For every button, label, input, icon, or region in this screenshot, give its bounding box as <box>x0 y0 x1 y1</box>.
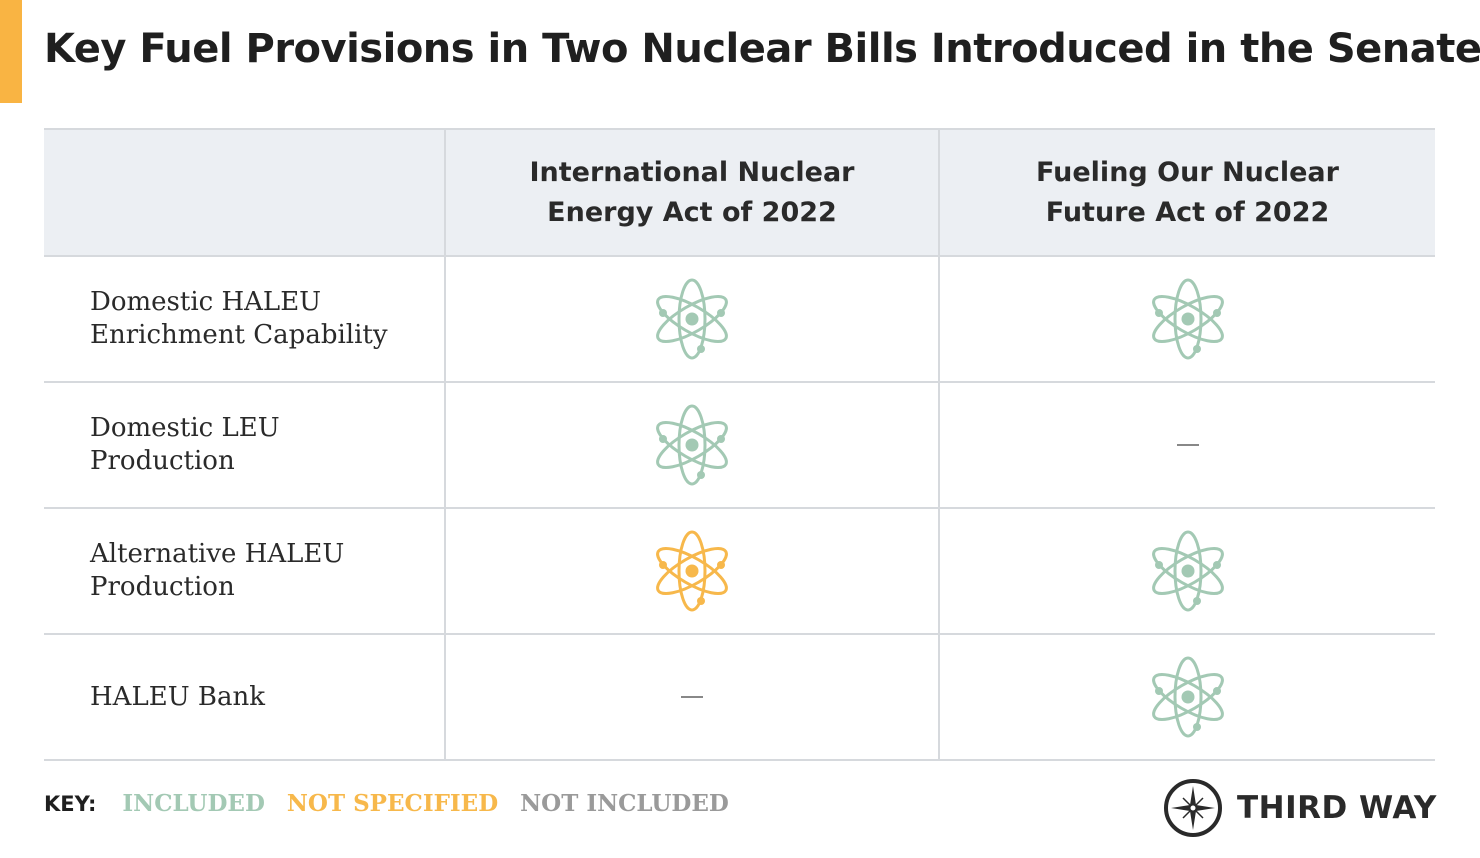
compass-icon <box>1164 779 1222 837</box>
row-label: HALEU Bank <box>90 681 265 712</box>
legend-not-specified: NOT SPECIFIED <box>286 790 499 817</box>
status-cell-included <box>940 257 1435 381</box>
legend-included: INCLUDED <box>122 790 265 817</box>
third-way-logo: THIRD WAY <box>1163 778 1437 838</box>
dash-icon <box>1176 444 1199 446</box>
table-row: Domestic HALEU Enrichment Capability <box>44 257 1435 383</box>
page-title: Key Fuel Provisions in Two Nuclear Bills… <box>44 26 1480 72</box>
atom-icon <box>1151 530 1224 612</box>
status-cell-included <box>446 257 940 381</box>
legend: KEY: INCLUDED NOT SPECIFIED NOT INCLUDED <box>44 790 729 817</box>
status-cell-included <box>940 509 1435 633</box>
legend-label: KEY: <box>44 791 97 816</box>
row-label: Domestic LEU Production <box>90 413 280 476</box>
provisions-table: International Nuclear Energy Act of 2022… <box>44 128 1435 761</box>
atom-icon <box>656 404 728 486</box>
row-label: Domestic HALEU Enrichment Capability <box>90 287 388 350</box>
column-header: International Nuclear Energy Act of 2022 <box>529 156 855 228</box>
status-cell-included <box>940 635 1435 759</box>
legend-not-included: NOT INCLUDED <box>520 790 729 817</box>
atom-icon <box>1151 278 1224 360</box>
atom-icon <box>1151 656 1224 738</box>
status-cell-not-included <box>446 635 940 759</box>
table-row: Alternative HALEU Production <box>44 509 1435 635</box>
accent-bar <box>0 0 22 103</box>
table-row: HALEU Bank <box>44 635 1435 761</box>
table-row: Domestic LEU Production <box>44 383 1435 509</box>
status-cell-not-included <box>940 383 1435 507</box>
status-cell-not-specified <box>446 509 940 633</box>
row-label: Alternative HALEU Production <box>90 539 345 602</box>
column-header: Fueling Our Nuclear Future Act of 2022 <box>1036 156 1339 228</box>
dash-icon <box>681 696 703 698</box>
table-header: International Nuclear Energy Act of 2022… <box>44 130 1435 257</box>
status-cell-included <box>446 383 940 507</box>
atom-icon <box>656 530 728 612</box>
logo-text: THIRD WAY <box>1237 790 1437 826</box>
atom-icon <box>656 278 728 360</box>
header-empty <box>44 130 446 255</box>
